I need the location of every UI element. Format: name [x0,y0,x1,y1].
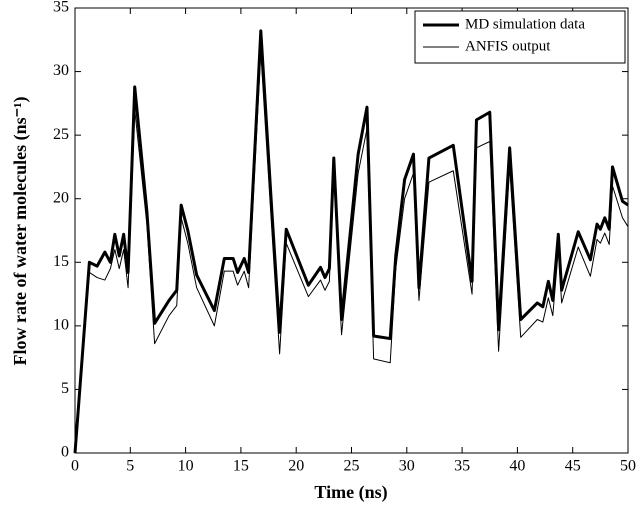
series-line [74,52,629,454]
x-tick-label: 50 [620,458,636,475]
x-tick-label: 45 [565,458,581,475]
y-axis-title: Flow rate of water molecules (ns⁻¹) [10,97,31,366]
y-tick-label: 0 [61,444,69,461]
y-tick-label: 30 [53,62,69,79]
x-tick-label: 30 [399,458,415,475]
legend-label: MD simulation data [465,16,585,32]
y-tick-label: 20 [53,189,69,206]
x-tick-label: 35 [454,458,470,475]
series-line [73,29,629,454]
legend-label: ANFIS output [465,38,551,54]
y-tick-label: 5 [61,380,69,397]
y-tick-label: 15 [53,253,69,270]
legend-box [414,10,626,64]
x-tick-label: 25 [344,458,360,475]
x-tick-label: 5 [126,458,134,475]
x-tick-label: 40 [509,458,525,475]
y-tick-label: 25 [53,126,69,143]
x-tick-label: 10 [178,458,194,475]
legend: MD simulation data ANFIS output [414,10,626,64]
y-tick-label: 10 [53,317,69,334]
x-axis-title: Time (ns) [314,482,387,503]
y-tick-label: 35 [53,0,69,16]
x-tick-label: 15 [233,458,249,475]
x-tick-label: 20 [288,458,304,475]
x-tick-label: 0 [71,458,79,475]
